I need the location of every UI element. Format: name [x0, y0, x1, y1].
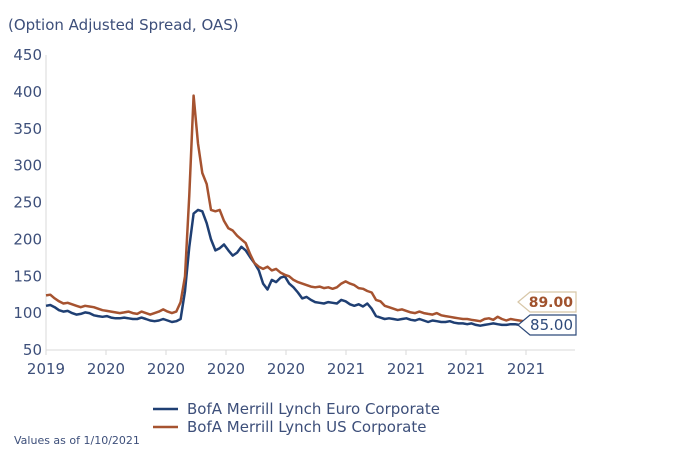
- end-label-euro-corporate-box: [517, 314, 577, 336]
- x-tick-label: 2021: [507, 360, 545, 378]
- end-label-euro-corporate: 85.00: [530, 316, 573, 334]
- x-axis: 2019 2020 2020 2020 2020 2021 2021 2021 2021: [27, 349, 575, 378]
- end-label-us-corporate-box: [517, 291, 577, 313]
- chart-subtitle: (Option Adjusted Spread, OAS): [8, 16, 239, 34]
- y-tick-label: 350: [13, 120, 42, 138]
- y-tick-label: 50: [23, 341, 42, 359]
- series-lines: [45, 94, 528, 327]
- x-tick-label: 2019: [27, 360, 65, 378]
- y-tick-label: 200: [13, 230, 42, 248]
- y-axis: 450 400 350 300 250 200 150 100 50: [13, 46, 47, 359]
- y-tick-label: 250: [13, 194, 42, 212]
- legend-label-us: BofA Merrill Lynch US Corporate: [187, 418, 426, 436]
- legend-label-euro: BofA Merrill Lynch Euro Corporate: [187, 400, 440, 418]
- y-tick-label: 100: [13, 304, 42, 322]
- x-tick-label: 2021: [327, 360, 365, 378]
- y-tick-label: 450: [13, 46, 42, 64]
- x-tick-label: 2020: [87, 360, 125, 378]
- values-as-of-note: Values as of 1/10/2021: [14, 434, 140, 447]
- y-tick-label: 400: [13, 83, 42, 101]
- series-line-euro-corporate: [45, 208, 528, 327]
- x-tick-label: 2020: [267, 360, 305, 378]
- x-tick-label: 2021: [447, 360, 485, 378]
- y-tick-label: 150: [13, 267, 42, 285]
- end-label-us-corporate: 89.00: [529, 295, 574, 311]
- x-tick-label: 2021: [387, 360, 425, 378]
- series-line-us-corporate: [45, 94, 528, 323]
- x-tick-label: 2020: [147, 360, 185, 378]
- y-tick-label: 300: [13, 157, 42, 175]
- end-labels: 89.00 85.00: [517, 291, 577, 336]
- x-tick-label: 2020: [207, 360, 245, 378]
